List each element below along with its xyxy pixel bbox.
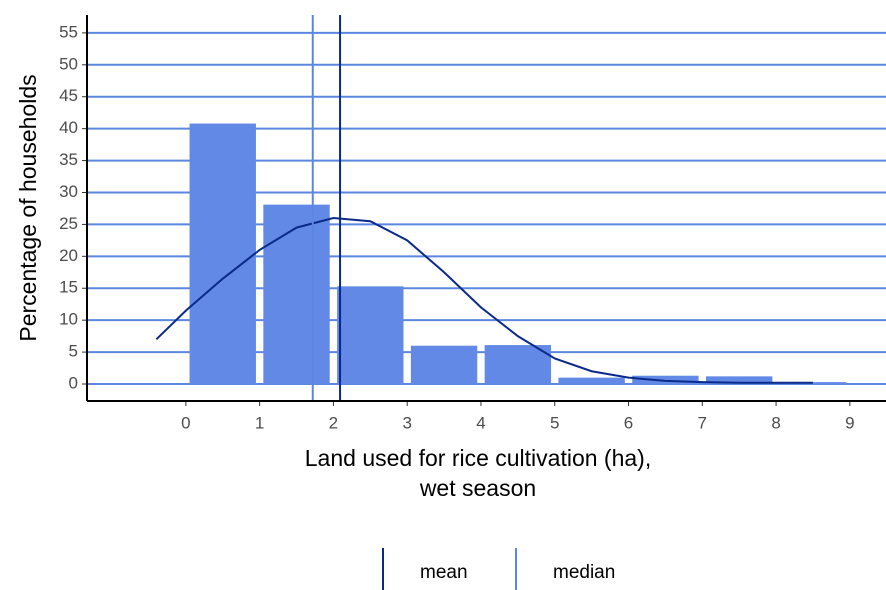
bar <box>189 123 256 385</box>
marks <box>155 15 847 401</box>
x-tick-label: 5 <box>550 413 559 432</box>
bar <box>263 204 330 385</box>
x-tick-label: 3 <box>402 413 411 432</box>
x-tick-label: 1 <box>255 413 264 432</box>
legend-label: median <box>553 562 615 583</box>
x-axis-label: wet season <box>419 475 536 501</box>
bar <box>337 286 404 385</box>
bar <box>410 345 478 385</box>
x-tick-label: 7 <box>698 413 707 432</box>
y-tick-label: 30 <box>59 182 78 201</box>
y-tick-label: 15 <box>59 278 78 297</box>
y-tick-label: 20 <box>59 246 78 265</box>
bar <box>484 345 552 385</box>
y-tick-label: 25 <box>59 214 78 233</box>
bar <box>705 376 773 385</box>
y-tick-label: 40 <box>59 118 78 137</box>
y-axis-label: Percentage of households <box>15 74 41 341</box>
y-tick-label: 35 <box>59 150 78 169</box>
x-tick-label: 0 <box>181 413 190 432</box>
x-tick-label: 4 <box>476 413 485 432</box>
y-tick-label: 0 <box>69 374 78 393</box>
y-tick-label: 10 <box>59 310 78 329</box>
y-tick-label: 55 <box>59 22 78 41</box>
x-tick-label: 9 <box>845 413 854 432</box>
y-tick-label: 5 <box>69 342 78 361</box>
legend-label: mean <box>420 562 468 583</box>
x-tick-label: 6 <box>624 413 633 432</box>
bar <box>558 377 625 385</box>
y-tick-label: 50 <box>59 54 78 73</box>
x-tick-label: 8 <box>771 413 780 432</box>
x-axis-label: Land used for rice cultivation (ha), <box>305 445 651 471</box>
x-tick-label: 2 <box>329 413 338 432</box>
density-curve <box>155 217 813 384</box>
y-tick-label: 45 <box>59 86 78 105</box>
